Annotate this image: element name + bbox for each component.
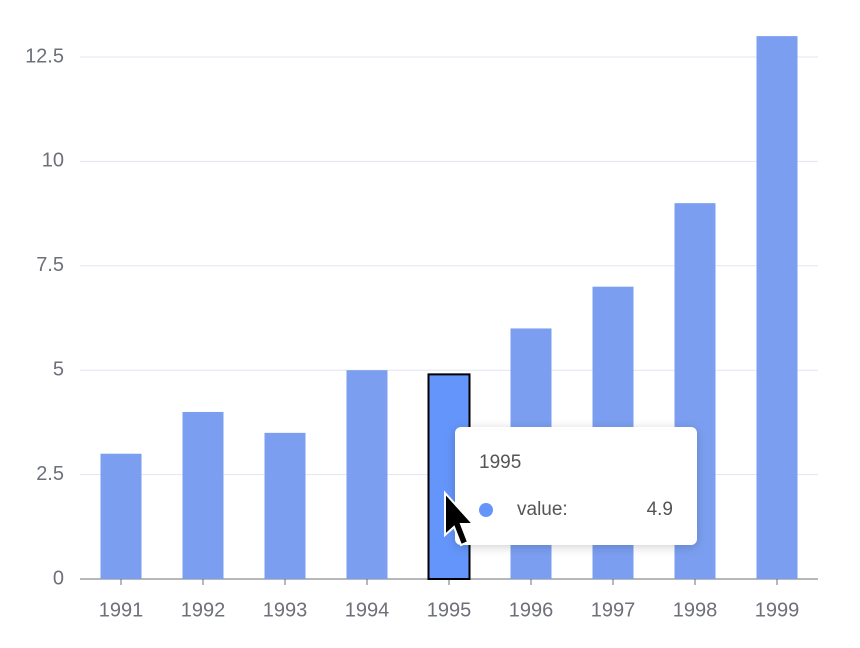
x-tick-label: 1997 — [591, 599, 636, 621]
y-tick-label: 0 — [53, 567, 64, 589]
y-tick-label: 10 — [42, 150, 64, 172]
y-tick-label: 12.5 — [25, 45, 64, 67]
tooltip-marker — [479, 503, 493, 517]
x-tick-label: 1996 — [509, 599, 554, 621]
bar[interactable] — [100, 453, 142, 579]
tooltip-value: 4.9 — [647, 499, 673, 520]
x-tick-label: 1999 — [755, 599, 800, 621]
y-tick-label: 5 — [53, 358, 64, 380]
tooltip-label: value: — [517, 499, 568, 520]
x-tick-label: 1994 — [345, 599, 390, 621]
y-tick-label: 7.5 — [36, 254, 64, 276]
tooltip-title: 1995 — [479, 452, 521, 473]
bar[interactable] — [264, 432, 306, 579]
tooltip-box — [455, 427, 697, 545]
bar[interactable] — [756, 36, 798, 580]
x-tick-label: 1995 — [427, 599, 472, 621]
y-tick-label: 2.5 — [36, 463, 64, 485]
x-tick-label: 1991 — [99, 599, 144, 621]
bar[interactable] — [346, 370, 388, 579]
bar[interactable] — [182, 411, 224, 579]
tooltip: 1995 value: 4.9 — [455, 427, 697, 545]
x-tick-label: 1992 — [181, 599, 226, 621]
x-tick-label: 1993 — [263, 599, 308, 621]
x-tick-label: 1998 — [673, 599, 718, 621]
cursor — [444, 490, 476, 547]
